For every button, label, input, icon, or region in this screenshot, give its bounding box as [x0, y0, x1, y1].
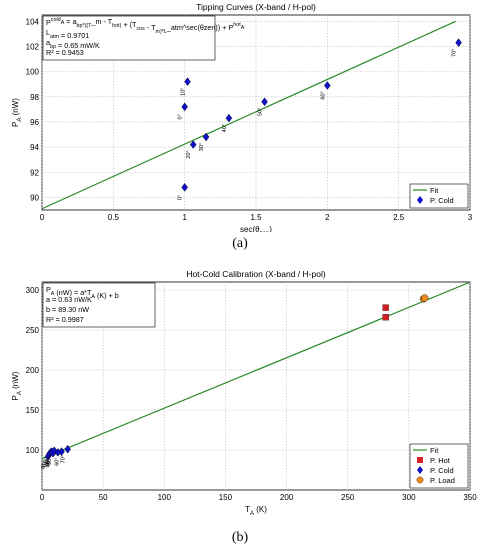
point-label: 70°: [452, 49, 458, 57]
cold-point: [184, 77, 191, 87]
fit-line: [42, 20, 456, 210]
legend-label: Fit: [430, 446, 439, 455]
y-axis-label: PA (nW): [11, 98, 23, 127]
x-tick-label: 300: [402, 493, 416, 502]
y-tick-label: 92: [30, 168, 39, 177]
fit-line: [42, 282, 470, 460]
x-tick-label: 0: [40, 213, 45, 222]
point-label: 40°: [46, 459, 52, 467]
y-tick-label: 104: [26, 17, 40, 26]
point-label: 10°: [181, 88, 187, 96]
legend-label: P. Hot: [430, 456, 451, 465]
x-axis-label: TA (K): [245, 505, 267, 517]
x-tick-label: 2: [325, 213, 330, 222]
cold-point: [64, 444, 71, 454]
fit-annotation-box: [42, 282, 156, 328]
point-label: 20°: [186, 150, 192, 158]
load-point: [421, 294, 429, 302]
y-tick-label: 150: [26, 406, 40, 415]
x-tick-label: 1.5: [250, 213, 262, 222]
y-tick-label: 102: [26, 42, 40, 51]
fit-annotation-box: [42, 15, 216, 61]
series-layer: [42, 282, 470, 461]
caption-a: (a): [232, 236, 248, 251]
y-axis-label: PA (nW): [11, 371, 23, 400]
point-label: 20°: [44, 458, 50, 466]
x-tick-label: 150: [219, 493, 233, 502]
legend-swatch-cold: [417, 196, 423, 204]
legend-swatch-load: [416, 476, 424, 484]
hot-cold-calibration-chart: Hot-Cold Calibration (X-band / H-pol) 0 50…: [11, 269, 477, 517]
point-label: 60°: [320, 91, 326, 99]
hot-point: [382, 314, 389, 321]
tipping-curves-chart: Tipping Curves (X-band / H-pol) 0 0.5 1 1.5 2…: [11, 2, 473, 232]
annotation-line: PA (nW) = a*TA (K) + b: [46, 285, 119, 300]
legend-label: P. Load: [430, 476, 455, 485]
point-label: 30°: [199, 143, 205, 151]
cold-point: [261, 97, 268, 107]
annotation-line: abp = 0.65 mW/K: [46, 38, 100, 50]
cold-point: [455, 38, 462, 48]
point-label: 70°: [61, 455, 67, 463]
annotation-line: PcoldA = abp*((T_m - Thot) + (Tcos - Tm)…: [46, 17, 245, 35]
x-tick-label: 250: [341, 493, 355, 502]
y-tick-label: 94: [30, 143, 39, 152]
cold-point: [189, 140, 197, 149]
annotation-line: b = 89.30 nW: [46, 305, 89, 314]
y-tick-label: 300: [26, 286, 40, 295]
legend-label: P. Cold: [430, 466, 454, 475]
y-tick-label: 100: [26, 446, 40, 455]
point-label: 10°: [42, 460, 48, 468]
annotation-line: a = 0.63 nW/K: [46, 295, 92, 304]
cold-point: [181, 183, 188, 192]
point-label: 60°: [55, 457, 61, 465]
x-tick-label: 0: [40, 493, 45, 502]
cold-point: [324, 81, 331, 90]
point-label: 40°: [222, 124, 228, 132]
cold-point: [58, 447, 65, 456]
point-label: 0°: [178, 114, 184, 119]
x-tick-label: 100: [158, 493, 172, 502]
y-tick-label: 100: [26, 68, 40, 77]
x-axis-label: sec(θzen): [240, 225, 272, 232]
x-tick-label: 3: [468, 213, 473, 222]
cold-point: [225, 113, 233, 123]
cold-point: [202, 132, 210, 142]
y-tick-label: 250: [26, 326, 40, 335]
point-label: 50°: [258, 108, 264, 116]
series-layer: [42, 20, 462, 210]
legend-box: [409, 183, 469, 209]
y-tick-label: 200: [26, 366, 40, 375]
x-tick-label: 350: [463, 493, 477, 502]
point-label: 50°: [47, 457, 53, 465]
legend-swatch-hot: [417, 457, 423, 463]
y-tick-label: 96: [30, 118, 39, 127]
chart-title: Tipping Curves (X-band / H-pol): [196, 2, 316, 12]
legend-swatch-cold: [417, 466, 423, 474]
chart-title: Hot-Cold Calibration (X-band / H-pol): [186, 269, 326, 279]
annotation-line: R² = 0.9453: [46, 48, 84, 57]
legend-label: Fit: [430, 186, 439, 195]
hot-point: [382, 304, 389, 311]
point-label: 0°: [178, 195, 184, 200]
point-label: 0°: [41, 464, 47, 469]
legend-label: P. Cold: [430, 196, 454, 205]
x-tick-label: 200: [280, 493, 294, 502]
x-tick-label: 50: [99, 493, 108, 502]
annotation-line: R² = 0.9987: [46, 315, 84, 324]
cold-point: [181, 102, 188, 112]
y-tick-label: 90: [30, 193, 39, 202]
x-tick-label: 2.5: [393, 213, 405, 222]
point-label: 30°: [45, 457, 51, 465]
y-tick-label: 98: [30, 93, 39, 102]
annotation-line: Latm = 0.9701: [46, 28, 89, 40]
caption-b: (b): [231, 530, 249, 545]
x-tick-label: 0.5: [108, 213, 120, 222]
x-tick-label: 1: [182, 213, 187, 222]
